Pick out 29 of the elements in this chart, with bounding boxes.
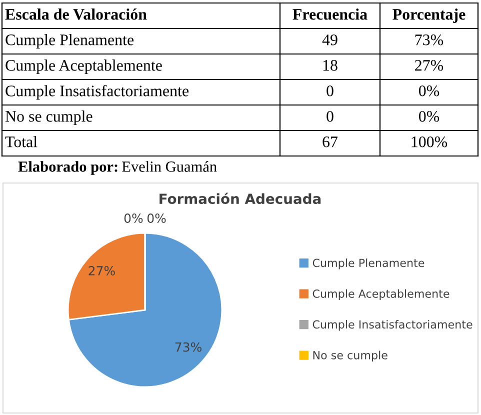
legend-label: Cumple Aceptablemente bbox=[312, 289, 450, 300]
text: Elaborado por: Evelin Guamán bbox=[18, 161, 217, 175]
legend-label: No se cumple bbox=[313, 350, 388, 362]
text: 100% bbox=[412, 136, 448, 148]
text: 18 bbox=[323, 60, 338, 71]
category-label: No se cumple bbox=[5, 110, 92, 125]
legend-label: Cumple Insatisfactoriamente bbox=[312, 320, 472, 331]
text: 73% bbox=[415, 34, 444, 46]
data-label: 73% bbox=[175, 342, 202, 352]
legend-label: Cumple Plenamente bbox=[312, 258, 424, 270]
category-label: Cumple Insatisfactoriamente bbox=[6, 84, 189, 100]
text: Frecuencia bbox=[292, 8, 368, 20]
category-label: Cumple Aceptablemente bbox=[6, 60, 162, 74]
text: Porcentaje bbox=[392, 8, 466, 23]
data-label: 27% bbox=[88, 266, 115, 276]
text: 0% bbox=[418, 85, 440, 96]
text: 67 bbox=[322, 136, 338, 148]
text: Escala de Valoración bbox=[5, 8, 147, 20]
text: 27% bbox=[415, 60, 444, 71]
text: 0% bbox=[147, 214, 166, 223]
text: 0% bbox=[124, 214, 143, 223]
category-label: Cumple Plenamente bbox=[6, 34, 134, 48]
text: 49 bbox=[322, 34, 338, 46]
text: 0% bbox=[418, 110, 440, 122]
chart-title: Formación Adecuada bbox=[160, 192, 321, 204]
pie-slice bbox=[68, 232, 223, 388]
text: Total bbox=[5, 136, 38, 148]
text: 0 bbox=[326, 85, 334, 96]
text: 0 bbox=[326, 110, 334, 122]
